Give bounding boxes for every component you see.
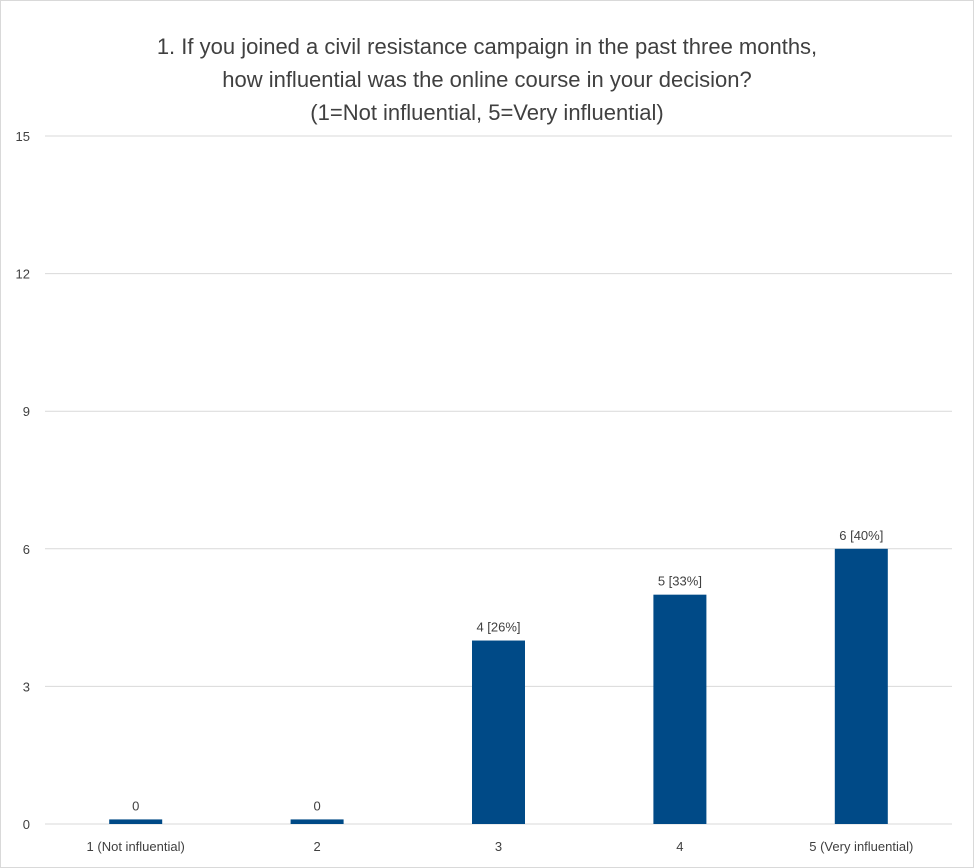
data-label: 4 [26%]: [476, 620, 520, 635]
x-tick-label: 3: [495, 839, 502, 854]
chart-title-line-2: how influential was the online course in…: [222, 67, 752, 92]
chart-title: 1. If you joined a civil resistance camp…: [0, 30, 974, 129]
chart-title-line-3: (1=Not influential, 5=Very influential): [310, 100, 664, 125]
x-tick-label: 2: [313, 839, 320, 854]
y-tick-label: 9: [23, 404, 30, 419]
bar: [834, 548, 888, 824]
y-tick-label: 6: [23, 542, 30, 557]
x-tick-label: 4: [676, 839, 683, 854]
x-tick-label: 1 (Not influential): [87, 839, 185, 854]
bar: [109, 819, 163, 824]
data-label: 0: [313, 798, 320, 813]
y-tick-label: 12: [16, 267, 30, 282]
bar: [472, 640, 525, 824]
y-tick-label: 0: [23, 817, 30, 832]
chart-title-line-1: 1. If you joined a civil resistance camp…: [156, 34, 818, 59]
data-label: 6 [40%]: [839, 528, 883, 543]
x-tick-label: 5 (Very influential): [809, 839, 913, 854]
data-label: 5 [33%]: [658, 574, 702, 589]
bar: [290, 819, 344, 824]
data-label: 0: [132, 798, 139, 813]
y-tick-label: 15: [16, 129, 30, 144]
bar: [653, 594, 707, 824]
y-tick-label: 3: [23, 679, 30, 694]
